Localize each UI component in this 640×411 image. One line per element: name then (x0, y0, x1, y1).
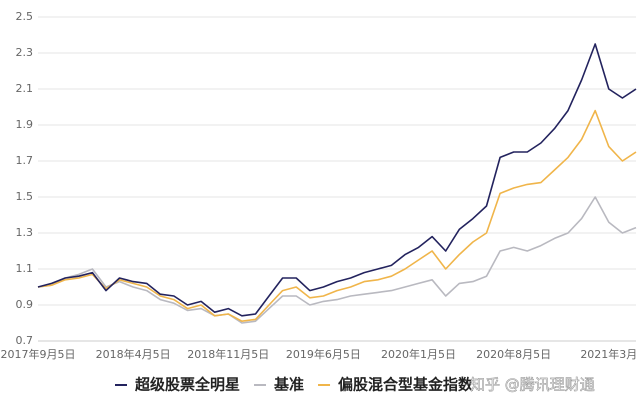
legend-label: 基准 (273, 376, 304, 394)
y-tick-label: 0.7 (16, 334, 34, 347)
y-tick-label: 2.3 (16, 46, 34, 59)
x-tick-label: 2020年8月5日 (476, 347, 551, 361)
y-tick-label: 1.3 (16, 226, 34, 239)
series-line (37, 43, 637, 317)
series-line (37, 196, 637, 324)
x-tick-label: 2020年1月5日 (381, 347, 456, 361)
x-tick-label: 2018年4月5日 (96, 347, 171, 361)
x-tick-label: 2018年11月5日 (187, 347, 269, 361)
y-tick-label: 1.9 (16, 118, 34, 131)
x-tick-label: 2021年3月 (580, 347, 637, 361)
y-tick-label: 1.5 (16, 190, 34, 203)
y-tick-label: 1.7 (16, 154, 34, 167)
series-line (37, 109, 637, 322)
y-tick-label: 0.9 (16, 298, 34, 311)
y-tick-label: 2.5 (16, 10, 34, 23)
legend-label: 偏股混合型基金指数 (338, 376, 474, 394)
y-tick-label: 2.1 (16, 82, 34, 95)
legend-label: 超级股票全明星 (134, 376, 240, 394)
x-tick-label: 2019年6月5日 (286, 347, 361, 361)
x-tick-label: 2017年9月5日 (1, 347, 76, 361)
y-tick-label: 1.1 (16, 262, 34, 275)
watermark: 知乎 @腾讯理财通 (470, 376, 595, 394)
